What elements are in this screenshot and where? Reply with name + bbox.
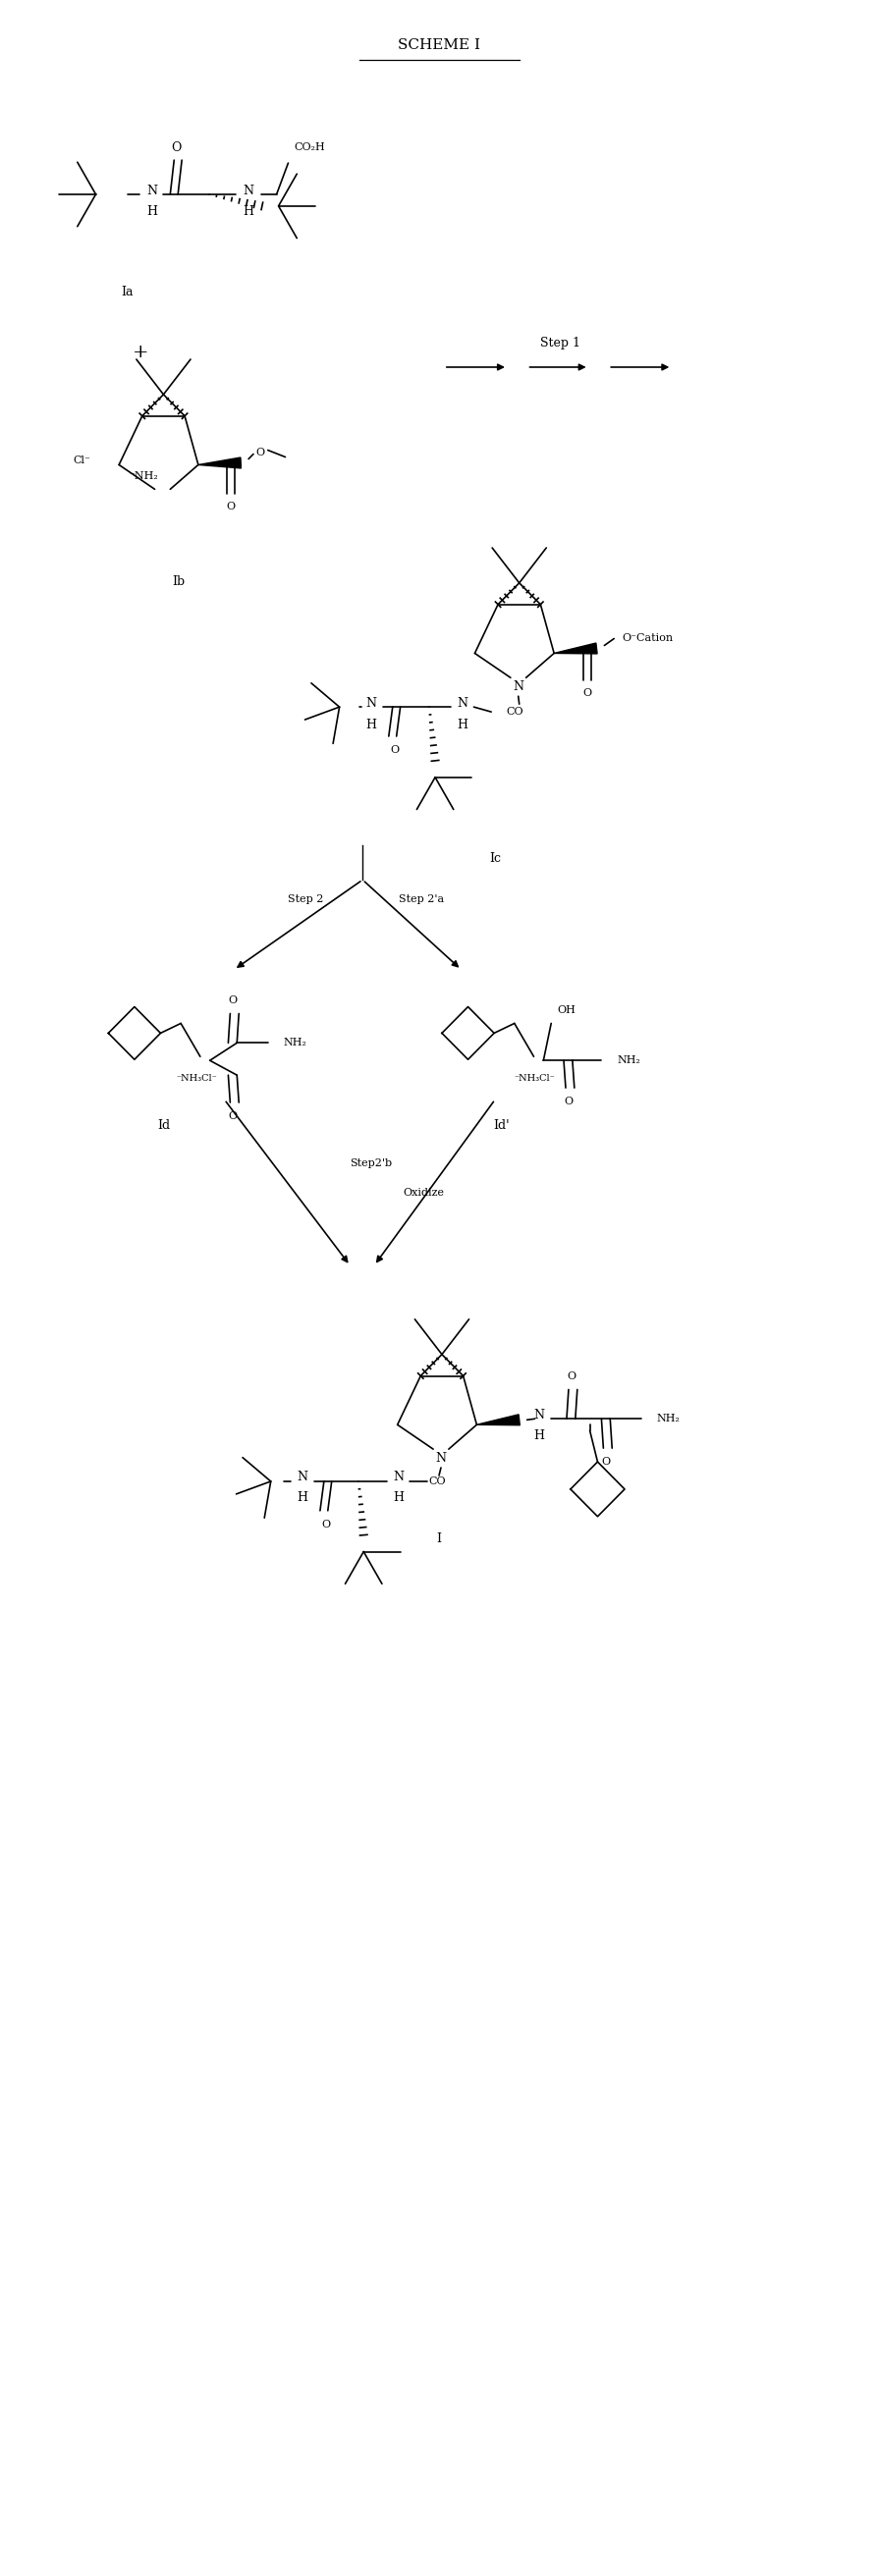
Text: SCHEME I: SCHEME I [398,39,479,52]
Text: CO: CO [505,706,522,716]
Text: N: N [513,680,523,693]
Text: ⁻NH₃Cl⁻: ⁻NH₃Cl⁻ [514,1074,555,1082]
Text: N: N [147,185,157,198]
Text: N: N [365,696,377,708]
Text: H: H [533,1430,543,1443]
Text: Id': Id' [493,1121,509,1133]
Text: O: O [321,1520,330,1530]
Text: Step 1: Step 1 [539,337,579,350]
Text: O: O [566,1370,575,1381]
Polygon shape [198,459,241,469]
Text: +: + [132,343,148,361]
Text: O: O [228,994,237,1005]
Text: H: H [392,1492,403,1504]
Text: O: O [601,1458,610,1466]
Text: Ic: Ic [489,853,500,866]
Text: NH₂: NH₂ [656,1414,680,1425]
Text: CO₂H: CO₂H [293,142,325,152]
Text: Id: Id [157,1121,169,1133]
Text: Step 2: Step 2 [288,894,324,904]
Text: CO: CO [428,1476,445,1486]
Text: O: O [227,502,235,513]
Text: O: O [564,1097,572,1108]
Text: Step2'b: Step2'b [349,1159,392,1167]
Text: Ia: Ia [121,286,133,299]
Text: H: H [243,206,254,219]
Text: Ib: Ib [172,574,185,587]
Polygon shape [553,644,596,654]
Text: NH₂: NH₂ [616,1056,640,1066]
Text: N: N [457,696,467,708]
Text: NH₂: NH₂ [283,1038,306,1048]
Text: H: H [365,719,377,732]
Text: I: I [436,1533,441,1546]
Text: H: H [147,206,157,219]
Text: H: H [297,1492,307,1504]
Text: N: N [435,1450,446,1463]
Text: ⁻NH₂: ⁻NH₂ [128,471,158,482]
Polygon shape [476,1414,519,1425]
Text: N: N [243,185,254,198]
Text: O: O [582,688,591,698]
Text: O: O [228,1110,237,1121]
Text: OH: OH [557,1005,575,1015]
Text: O: O [170,142,181,155]
Text: O: O [255,448,264,456]
Text: N: N [297,1471,307,1484]
Text: Oxidize: Oxidize [403,1188,444,1198]
Text: O: O [390,744,399,755]
Text: Cl⁻: Cl⁻ [74,456,91,466]
Text: Step 2'a: Step 2'a [398,894,443,904]
Text: N: N [392,1471,403,1484]
Text: O⁻Cation: O⁻Cation [621,634,673,641]
Text: N: N [533,1409,543,1422]
Text: ⁻NH₃Cl⁻: ⁻NH₃Cl⁻ [176,1074,217,1082]
Text: H: H [457,719,467,732]
